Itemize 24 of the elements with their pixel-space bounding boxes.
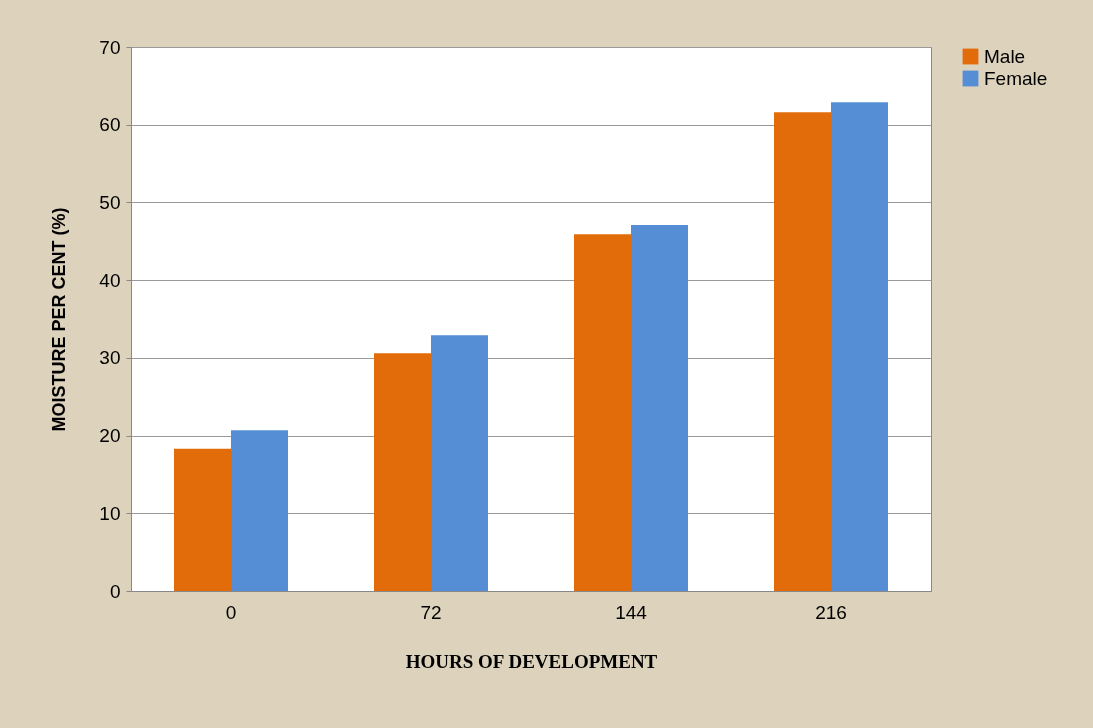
bar: [774, 112, 831, 591]
y-tick-label: 50: [99, 191, 121, 213]
bar: [374, 353, 431, 591]
x-tick-label: 72: [420, 601, 442, 623]
legend-label: Female: [984, 67, 1048, 89]
x-axis-title: HOURS OF DEVELOPMENT: [405, 650, 658, 672]
bar: [431, 335, 488, 591]
bar: [831, 102, 888, 591]
x-tick-label: 216: [815, 601, 847, 623]
y-tick-label: 60: [99, 114, 121, 136]
y-tick-label: 70: [99, 36, 121, 58]
bar: [231, 430, 288, 591]
y-tick-label: 20: [99, 425, 121, 447]
bar: [574, 234, 631, 591]
y-tick-label: 0: [109, 580, 121, 602]
x-tick-label: 144: [615, 601, 648, 623]
y-tick-label: 40: [99, 269, 121, 291]
y-axis-title: MOISTURE PER CENT (%): [49, 207, 70, 432]
y-tick-label: 10: [99, 502, 121, 524]
legend-label: Male: [984, 45, 1026, 67]
x-tick-label: 0: [225, 601, 237, 623]
y-tick-label: 30: [99, 347, 121, 369]
bar: [631, 224, 688, 591]
bar: [174, 448, 231, 591]
